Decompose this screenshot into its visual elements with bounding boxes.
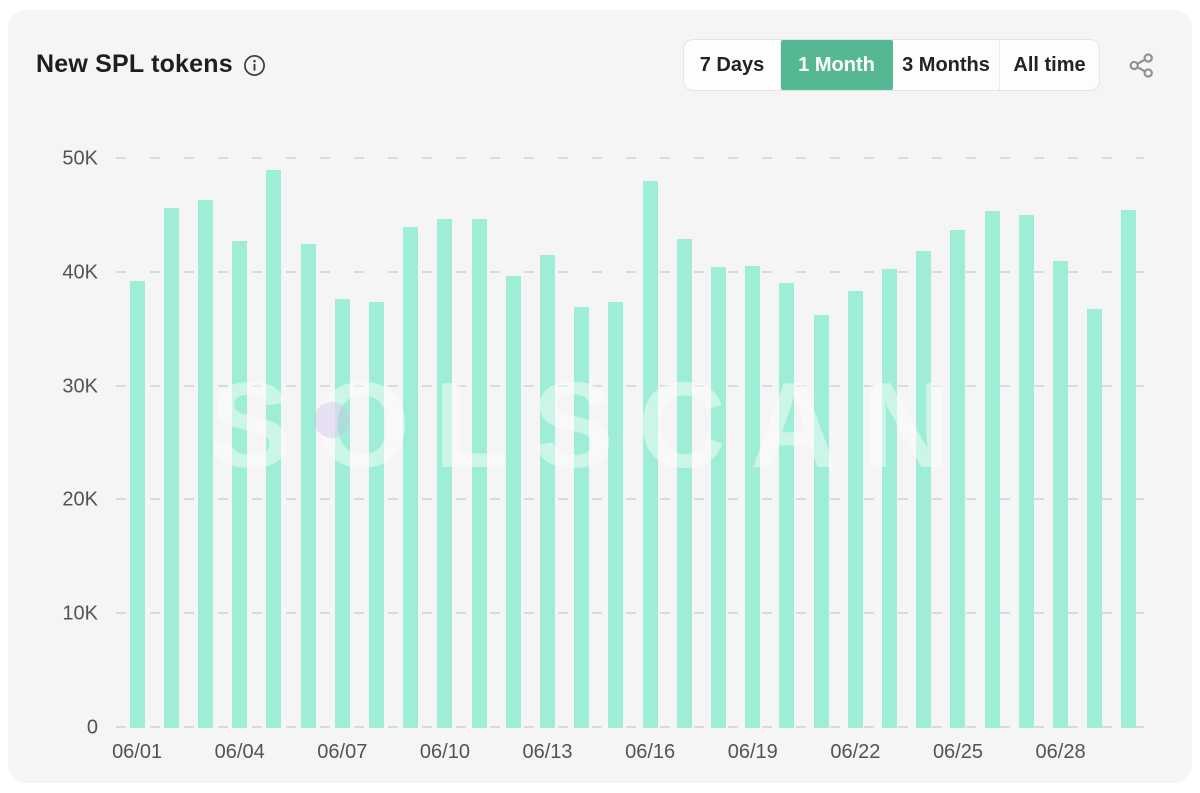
- share-icon[interactable]: [1128, 52, 1155, 79]
- bar-cell-06/10: 06/10: [420, 159, 470, 763]
- bar-cell-06/23: [872, 159, 906, 728]
- range-button-7-days[interactable]: 7 Days: [684, 40, 781, 90]
- bar-06/25[interactable]: [950, 229, 966, 728]
- bar-06/20[interactable]: [779, 283, 795, 728]
- bar-06/23[interactable]: [882, 269, 898, 728]
- bar-06/10[interactable]: [437, 219, 453, 728]
- bar-cell-06/24: [907, 159, 941, 728]
- title-wrap: New SPL tokens: [36, 50, 266, 79]
- bar-cell-06/14: [565, 159, 599, 728]
- bar-06/17[interactable]: [676, 238, 692, 728]
- bar-cell-06/21: [804, 159, 838, 728]
- bar-06/04[interactable]: [232, 240, 248, 728]
- range-button-all-time[interactable]: All time: [1000, 40, 1099, 90]
- bar-06/18[interactable]: [711, 267, 727, 728]
- x-tick-label: 06/10: [419, 741, 470, 763]
- bar-cell-06/01: 06/01: [112, 159, 162, 763]
- x-tick-label: 06/16: [625, 741, 676, 763]
- bar-06/15[interactable]: [608, 302, 624, 728]
- bar-06/02[interactable]: [163, 207, 179, 728]
- bar-cell-06/20: [770, 159, 804, 728]
- bar-cell-06/19: 06/19: [728, 159, 778, 763]
- x-tick-label: 06/04: [214, 741, 265, 763]
- bar-06/26[interactable]: [984, 211, 1000, 728]
- bar-chart: 0 10K 20K 30K 40K 50K 06/01 06/04 06/07 06/10 06/…: [62, 148, 1146, 763]
- bar-06/11[interactable]: [471, 219, 487, 728]
- bar-cell-06/18: [701, 159, 735, 728]
- bar-06/14[interactable]: [574, 306, 590, 728]
- x-tick-label: 06/01: [112, 741, 163, 763]
- bar-06/05[interactable]: [266, 170, 282, 728]
- y-tick-label: 30K: [62, 375, 98, 398]
- gridline-10K: [116, 612, 1144, 615]
- info-icon[interactable]: [243, 54, 266, 77]
- bars-container: 06/01 06/04 06/07 06/10 06/13 06/16 06/19 06/22…: [112, 159, 1146, 763]
- bar-06/30[interactable]: [1121, 210, 1137, 728]
- gridline-50K: [116, 157, 1144, 159]
- bar-06/19[interactable]: [745, 265, 761, 728]
- card-header: New SPL tokens 7 Days 1 Month 3 Months A…: [8, 10, 1192, 110]
- bar-cell-06/16: 06/16: [625, 159, 675, 763]
- range-button-3-months[interactable]: 3 Months: [893, 40, 1000, 90]
- bar-cell-06/11: [462, 159, 496, 728]
- bar-cell-06/26: [975, 159, 1009, 728]
- y-tick-label: 0: [86, 716, 98, 739]
- x-tick-label: 06/19: [727, 741, 778, 763]
- bar-06/08[interactable]: [369, 302, 385, 728]
- chart-card: New SPL tokens 7 Days 1 Month 3 Months A…: [8, 10, 1192, 783]
- gridline-30K: [116, 384, 1144, 387]
- y-tick-label: 40K: [62, 261, 98, 284]
- x-tick-label: 06/22: [830, 741, 881, 763]
- x-tick-label: 06/13: [522, 741, 573, 763]
- y-tick-label: 20K: [62, 488, 98, 511]
- x-tick-label: 06/07: [317, 741, 368, 763]
- bar-cell-06/08: [359, 159, 393, 728]
- bar-06/09[interactable]: [403, 227, 419, 728]
- bar-cell-06/06: [291, 159, 325, 728]
- bar-06/03[interactable]: [198, 199, 213, 728]
- bar-cell-06/02: [154, 159, 188, 728]
- bar-cell-06/03: [188, 159, 222, 728]
- bar-06/07[interactable]: [334, 298, 350, 728]
- bar-06/21[interactable]: [813, 314, 829, 728]
- bar-06/28[interactable]: [1053, 261, 1069, 728]
- x-tick-label: 06/25: [932, 741, 983, 763]
- x-tick-label: 06/28: [1035, 741, 1086, 763]
- bar-06/22[interactable]: [847, 291, 863, 728]
- gridline-20K: [116, 498, 1144, 501]
- page-title: New SPL tokens: [36, 50, 233, 78]
- bar-06/29[interactable]: [1087, 309, 1103, 728]
- y-tick-label: 10K: [62, 602, 98, 625]
- bar-cell-06/04: 06/04: [215, 159, 265, 763]
- bar-cell-06/30: [1112, 159, 1146, 728]
- bar-06/16[interactable]: [642, 180, 658, 728]
- bar-cell-06/27: [1009, 159, 1043, 728]
- header-controls: 7 Days 1 Month 3 Months All time: [683, 39, 1155, 91]
- gridline-40K: [116, 270, 1144, 273]
- bar-cell-06/22: 06/22: [830, 159, 880, 763]
- range-button-1-month[interactable]: 1 Month: [781, 40, 893, 90]
- bar-cell-06/29: [1078, 159, 1112, 728]
- bar-06/27[interactable]: [1018, 214, 1034, 728]
- bar-cell-06/25: 06/25: [933, 159, 983, 763]
- bar-06/01[interactable]: [129, 280, 145, 728]
- bar-cell-06/12: [496, 159, 530, 728]
- bar-cell-06/13: 06/13: [523, 159, 573, 763]
- bar-cell-06/09: [394, 159, 428, 728]
- bar-06/06[interactable]: [300, 244, 316, 728]
- bar-06/24[interactable]: [916, 251, 932, 728]
- bar-cell-06/17: [667, 159, 701, 728]
- time-range-group: 7 Days 1 Month 3 Months All time: [683, 39, 1100, 91]
- bar-cell-06/07: 06/07: [317, 159, 367, 763]
- bar-06/12[interactable]: [505, 276, 521, 728]
- bar-cell-06/15: [599, 159, 633, 728]
- bar-cell-06/05: [257, 159, 291, 728]
- bar-cell-06/28: 06/28: [1036, 159, 1086, 763]
- bar-06/13[interactable]: [540, 254, 556, 728]
- y-tick-label: 50K: [62, 147, 98, 170]
- gridline-0: [116, 726, 1144, 728]
